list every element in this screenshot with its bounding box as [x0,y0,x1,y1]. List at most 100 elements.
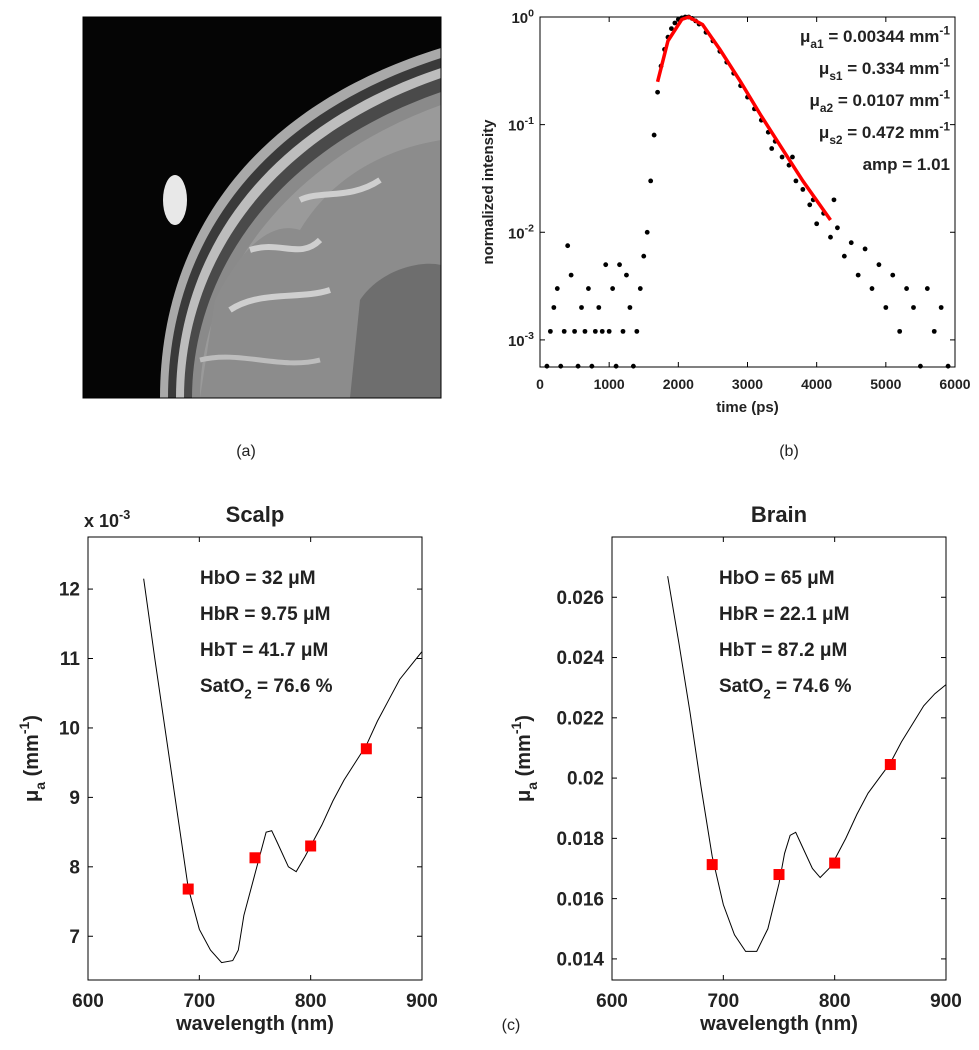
y-axis-label: normalized intensity [480,119,497,265]
data-point [938,305,944,310]
axis-multiplier-part: x 10 [84,511,119,531]
data-point [769,146,775,151]
data-point [561,328,567,334]
y-tick-label-part: -1 [525,115,534,127]
data-point [790,154,795,160]
data-point [547,328,553,334]
data-point [945,363,951,369]
annotation: SatO2 = 76.6 % [200,676,333,702]
y-tick-label: 10-2 [508,223,534,243]
data-point [641,253,647,259]
y-tick-label: 10-1 [508,115,534,135]
data-point [918,363,923,369]
plot-area [87,536,423,981]
data-point [814,221,820,227]
annotation-part: -1 [939,87,950,101]
annotation-part: = 0.0107 mm [833,91,939,110]
data-point [876,262,882,268]
y-axis-label: μa (mm-1) [508,715,540,802]
mri-image [83,17,441,398]
annotation-part: μ [819,59,829,78]
x-tick-label: 4000 [801,376,832,392]
x-tick-label: 700 [183,991,215,1012]
data-point [603,262,609,268]
y-tick-label-part: 0 [528,7,534,19]
data-point [655,89,660,95]
data-point [848,240,854,246]
data-point [911,305,916,310]
data-point [634,328,640,334]
y-axis-label-part: ) [513,715,535,722]
y-tick-label-part: 10 [508,333,525,350]
annotation-part: HbT = 41.7 μM [200,640,328,661]
data-point [617,262,622,268]
y-tick-label: 7 [69,927,80,948]
data-point [599,328,605,334]
data-point [651,132,657,138]
y-axis-label-part: a [524,782,540,790]
annotation-part: -1 [939,23,950,37]
annotation: HbO = 65 μM [719,568,835,589]
annotation: HbT = 41.7 μM [200,640,328,661]
y-tick-label: 0.022 [556,708,604,729]
annotation-part: a2 [820,101,834,115]
x-axis-label: wavelength (nm) [175,1013,334,1035]
y-tick-label-part: -2 [525,223,534,235]
measured-point [305,840,317,852]
y-tick-label: 0.02 [567,769,604,790]
y-tick-label: 8 [69,857,80,878]
x-tick-label: 600 [72,991,104,1012]
y-tick-label: 100 [511,7,534,27]
y-axis-label-part: -1 [508,721,524,734]
image-frame [82,16,442,399]
annotation-part: HbT = 87.2 μM [719,640,847,661]
data-point [835,225,840,231]
measured-point [360,743,372,755]
measured-point [249,852,261,864]
data-point [544,363,550,369]
annotation: HbO = 32 μM [200,568,316,589]
data-point [841,253,847,259]
x-tick-label: 0 [536,376,544,392]
data-point [606,328,612,334]
annotation: HbR = 9.75 μM [200,604,330,625]
annotation-part: amp = 1.01 [863,155,950,174]
data-point [793,178,799,184]
annotation-part: = 76.6 % [252,676,333,697]
annotation-part: = 0.472 mm [843,123,940,142]
data-point [582,328,588,334]
data-point [924,286,930,291]
annotation-part: -1 [939,119,950,133]
x-tick-label: 600 [596,991,628,1012]
panel-label: (b) [779,443,799,460]
y-tick-label: 0.026 [556,588,604,609]
data-point [610,286,616,291]
x-tick-label: 2000 [663,376,694,392]
panel-label: (a) [236,443,256,460]
annotation: amp = 1.01 [863,155,950,174]
y-axis-label-part: μ [513,790,535,802]
x-tick-label: 5000 [870,376,901,392]
data-point [904,286,909,291]
y-axis-label-part: μ [21,790,43,802]
annotation-part: HbR = 22.1 μM [719,604,849,625]
annotation-part: a1 [810,37,824,51]
annotation-part: 2 [244,687,251,702]
y-tick-label-part: 10 [511,10,528,27]
y-axis-label-part: ) [21,715,43,722]
y-tick-label: 0.024 [556,648,604,669]
data-point [630,363,636,369]
x-tick-label: 6000 [939,376,970,392]
annotation-part: HbO = 32 μM [200,568,316,589]
data-point [779,154,785,160]
annotation-part: = 74.6 % [771,676,852,697]
spectrum-line [667,576,947,952]
data-point [586,286,591,291]
annotation: SatO2 = 74.6 % [719,676,852,702]
y-tick-label: 10-3 [508,330,534,350]
measured-point [182,883,194,895]
panel-label: (c) [502,1017,521,1034]
x-tick-label: 800 [295,991,327,1012]
data-point [648,178,654,184]
data-point [592,328,598,334]
